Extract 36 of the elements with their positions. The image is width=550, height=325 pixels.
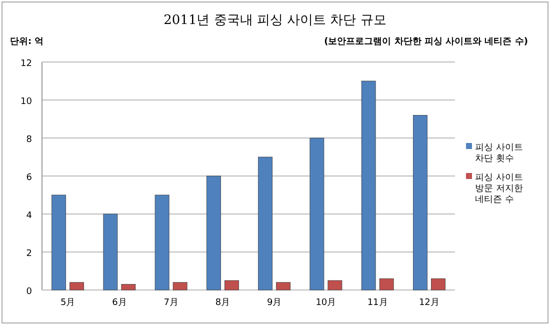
- x-tick-label: 6月: [112, 298, 127, 308]
- x-tick-label: 12月: [418, 298, 440, 308]
- chart-subtitle: (보안프로그램이 차단한 피싱 사이트와 네티즌 수): [324, 37, 528, 47]
- y-tick-label: 6: [26, 173, 32, 183]
- y-tick-label: 8: [26, 135, 32, 145]
- bar: [121, 284, 136, 290]
- bar: [70, 282, 84, 290]
- x-tick-label: 9月: [266, 298, 282, 308]
- y-tick-label: 12: [20, 59, 32, 69]
- bar: [379, 278, 394, 290]
- y-tick-label: 2: [26, 249, 32, 259]
- y-tick-label: 0: [26, 287, 32, 297]
- legend-label: 피싱 사이트 차단 횟수: [475, 143, 523, 164]
- bar: [310, 138, 324, 290]
- bar: [361, 80, 376, 290]
- x-tick-label: 7月: [164, 298, 178, 308]
- bar: [206, 176, 221, 290]
- bar: [103, 214, 118, 290]
- bar: [154, 194, 170, 290]
- bar: [52, 194, 66, 290]
- bar: [224, 280, 239, 290]
- legend-label: 피싱 사이트 방문 저지한 네티즌 수: [475, 173, 523, 205]
- x-tick-label: 10月: [316, 298, 336, 308]
- x-tick-label: 5月: [60, 298, 76, 308]
- bar: [172, 282, 188, 290]
- x-tick-label: 11月: [367, 298, 388, 308]
- x-tick-label: 8月: [215, 298, 230, 308]
- y-tick-label: 4: [26, 211, 32, 221]
- y-tick-label: 10: [20, 97, 32, 107]
- chart-title: 2011년 중국내 피싱 사이트 차단 규모: [164, 13, 386, 28]
- bar: [258, 156, 273, 290]
- bar: [328, 280, 342, 290]
- bar: [276, 282, 291, 290]
- bar: [412, 115, 428, 290]
- text: 단위: 억: [10, 37, 44, 47]
- bar: [430, 278, 446, 290]
